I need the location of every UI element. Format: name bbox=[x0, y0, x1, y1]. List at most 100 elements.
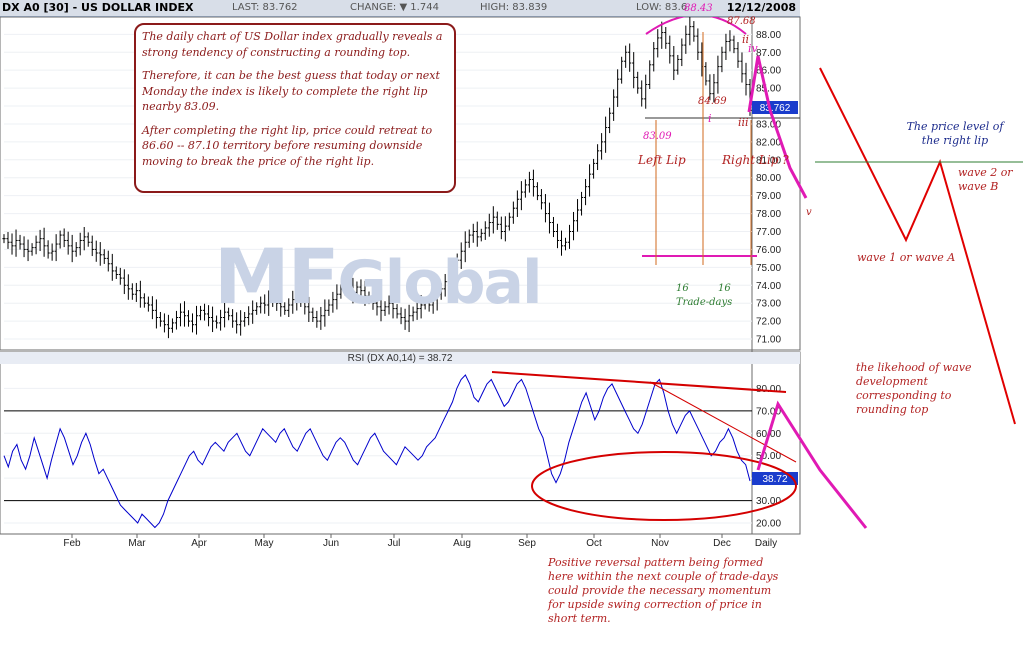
price-bar bbox=[664, 26, 668, 49]
price-bar bbox=[479, 228, 483, 242]
price-tick-label: 80.00 bbox=[756, 173, 781, 184]
price-bar bbox=[535, 182, 540, 201]
price-bar bbox=[327, 299, 331, 316]
price-bar bbox=[527, 171, 532, 193]
price-bar bbox=[704, 62, 708, 86]
price-bar bbox=[724, 33, 728, 60]
price-bar bbox=[483, 221, 487, 240]
price-bar bbox=[359, 279, 363, 299]
price-bar bbox=[547, 202, 552, 234]
price-bar bbox=[371, 292, 375, 310]
price-bar bbox=[214, 315, 219, 329]
price-bar bbox=[311, 307, 315, 323]
price-bar bbox=[134, 282, 138, 302]
price-bar bbox=[166, 314, 171, 339]
price-bar bbox=[595, 144, 600, 171]
price-bar bbox=[716, 55, 720, 94]
month-label: Jul bbox=[388, 538, 401, 549]
price-bar bbox=[34, 235, 38, 255]
price-bar bbox=[455, 253, 459, 274]
trade-days-label: Trade-days bbox=[676, 297, 733, 308]
wave-schematic bbox=[819, 67, 1016, 425]
price-bar bbox=[656, 29, 660, 58]
price-tick-label: 83.00 bbox=[756, 119, 781, 130]
price-bar bbox=[399, 307, 403, 325]
price-bar bbox=[2, 234, 6, 244]
rsi-tick-label: 50.00 bbox=[756, 451, 781, 462]
price-tick-label: 77.00 bbox=[756, 227, 781, 238]
price-bar bbox=[154, 299, 159, 329]
price-bar bbox=[70, 234, 74, 263]
price-bar bbox=[299, 290, 303, 307]
price-bar bbox=[736, 42, 740, 68]
price-bar bbox=[475, 221, 479, 247]
price-bar bbox=[106, 250, 110, 272]
price-bar bbox=[14, 229, 18, 257]
price-bar bbox=[50, 243, 54, 261]
price-bar bbox=[271, 292, 275, 307]
note-paragraph-1: The daily chart of US Dollar index gradu… bbox=[142, 30, 443, 59]
price-bar bbox=[668, 35, 672, 64]
price-bar bbox=[636, 71, 640, 94]
price-bar bbox=[728, 30, 732, 52]
price-bar bbox=[491, 206, 495, 234]
month-label: Jun bbox=[323, 538, 339, 549]
left-lip-label: Left Lip bbox=[638, 153, 686, 167]
price-bar bbox=[395, 304, 399, 319]
price-tick-label: 85.00 bbox=[756, 84, 781, 95]
high2-label: 87.68 bbox=[727, 16, 756, 27]
month-label: Feb bbox=[63, 538, 81, 549]
price-bar bbox=[672, 45, 676, 81]
price-bar bbox=[170, 318, 175, 333]
price-bar bbox=[383, 301, 387, 316]
price-bar bbox=[495, 211, 499, 230]
price-bar bbox=[82, 227, 86, 251]
price-bar bbox=[583, 178, 588, 206]
price-bar bbox=[519, 181, 523, 211]
price-bar bbox=[467, 229, 471, 248]
price-bar bbox=[451, 262, 455, 279]
price-bar bbox=[648, 60, 652, 90]
price-bar bbox=[652, 42, 656, 72]
price-bar bbox=[363, 280, 367, 306]
price-bar bbox=[688, 15, 692, 46]
price-bar bbox=[210, 306, 215, 333]
price-bar bbox=[415, 300, 419, 320]
days-count-1: 16 bbox=[676, 283, 689, 294]
price-tick-label: 71.00 bbox=[756, 335, 781, 346]
price-bar bbox=[575, 199, 580, 232]
price-bar bbox=[118, 267, 122, 285]
price-tick-label: 82.00 bbox=[756, 137, 781, 148]
price-bar bbox=[563, 237, 568, 251]
wave-iii-label: iii bbox=[738, 116, 749, 129]
price-bar bbox=[279, 293, 283, 317]
rsi-panel bbox=[0, 351, 801, 535]
price-bar bbox=[54, 234, 58, 262]
price-bar bbox=[227, 307, 231, 321]
price-bar bbox=[235, 312, 239, 334]
price-bar bbox=[243, 311, 247, 327]
price-bar bbox=[684, 25, 688, 54]
rsi-short-trend-line bbox=[649, 381, 797, 463]
price-bar bbox=[640, 80, 644, 107]
price-bar bbox=[579, 191, 584, 216]
price-bar bbox=[720, 46, 724, 73]
high-value: HIGH: 83.839 bbox=[480, 2, 548, 13]
wave1-label: wave 1 or wave A bbox=[857, 251, 956, 264]
price-bar bbox=[375, 294, 379, 316]
price-bar bbox=[30, 243, 34, 256]
price-bar bbox=[680, 38, 684, 67]
price-bar bbox=[423, 296, 427, 310]
price-bar bbox=[126, 274, 130, 300]
rsi-line bbox=[3, 374, 751, 529]
price-bar bbox=[515, 190, 519, 217]
price-bar bbox=[379, 295, 383, 322]
price-bar bbox=[463, 231, 467, 263]
price-bar bbox=[150, 296, 154, 320]
low-mid-label: 84.69 bbox=[698, 96, 727, 107]
price-bar bbox=[696, 28, 700, 60]
price-tick-label: 75.00 bbox=[756, 263, 781, 274]
chart-title: DX A0 [30] - US DOLLAR INDEX bbox=[2, 1, 194, 14]
price-bar bbox=[218, 309, 223, 331]
price-level-label: The price level of the right lip bbox=[906, 120, 1004, 147]
